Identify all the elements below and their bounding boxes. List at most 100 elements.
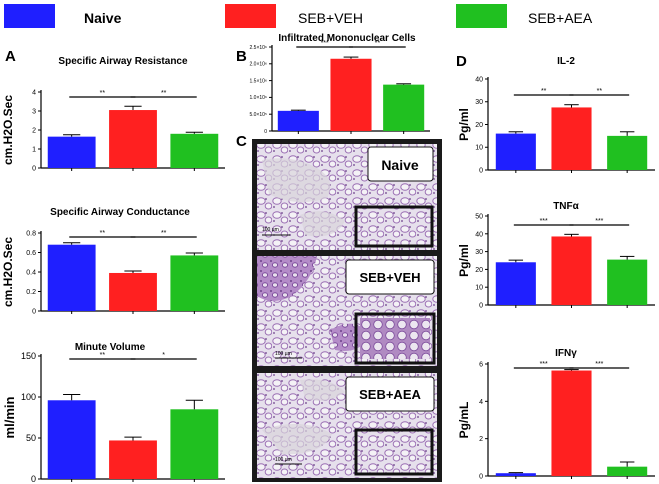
y-tick-label: 0 [479, 473, 483, 480]
significance-marker: *** [540, 361, 548, 368]
legend-label-seb-veh: SEB+VEH [298, 10, 363, 26]
legend: Naive SEB+VEH SEB+AEA [4, 4, 593, 28]
y-tick-label: 2.0×10⁶ [250, 62, 268, 68]
y-axis-label: Pg/ml [457, 108, 471, 141]
significance-marker: *** [595, 218, 603, 225]
y-tick-label: 0 [32, 308, 36, 315]
significance-marker: ** [161, 230, 167, 237]
significance-marker: ** [100, 90, 106, 97]
y-tick-label: 4 [479, 399, 483, 406]
significance-marker: ** [100, 352, 106, 359]
y-tick-label: 50 [475, 213, 483, 220]
bar-naive [495, 133, 536, 170]
y-tick-label: 3 [32, 108, 36, 115]
legend-swatch-naive [4, 4, 55, 28]
bar-seb-veh [551, 236, 592, 305]
chart-tnf-alpha: TNFα Pg/ml 0 10 20 30 40 50 *** *** [457, 201, 655, 309]
significance-marker: ** [541, 88, 547, 95]
bar-naive [47, 136, 96, 168]
scale-bar-seb-aea: 100 µm [275, 457, 292, 463]
inset-box [354, 428, 434, 476]
legend-swatch-seb-veh [225, 4, 276, 28]
bar-naive [277, 110, 319, 131]
bar-seb-veh [551, 107, 592, 170]
bar-seb-aea [170, 409, 219, 479]
y-tick-label: 0 [32, 165, 36, 172]
histology-image-seb-veh: SEB+VEH 100 µm [257, 256, 437, 366]
bar-seb-aea [383, 84, 425, 131]
inset-box [354, 205, 434, 248]
bar-seb-aea [607, 466, 648, 476]
chart-il-2: IL-2 Pg/ml 0 10 20 30 40 ** ** [457, 56, 655, 174]
significance-marker: *** [321, 40, 329, 47]
legend-swatch-seb-aea [456, 4, 507, 28]
bar-seb-veh [330, 58, 372, 132]
panel-label-c: C [236, 133, 247, 150]
panel-label-a: A [5, 48, 16, 65]
y-axis-label: cm.H2O.Sec [1, 237, 15, 307]
y-tick-label: 6 [479, 361, 483, 368]
chart-title: Specific Airway Resistance [58, 56, 188, 67]
bar-seb-aea [170, 133, 219, 168]
y-tick-label: 20 [475, 122, 483, 129]
chart-infiltrated-mononuclear-cells: Infiltrated Mononuclear Cells 0 5.0×10⁵ 1.0… [249, 33, 430, 135]
y-tick-label: 0.4 [26, 269, 36, 276]
scale-bar-naive: 100 µm [262, 227, 279, 233]
y-tick-label: 0 [31, 474, 36, 484]
y-tick-label: 30 [475, 249, 483, 256]
y-tick-label: 150 [21, 351, 36, 361]
chart-title: Infiltrated Mononuclear Cells [278, 33, 416, 44]
histology-label-seb-veh: SEB+VEH [359, 270, 420, 285]
bar-naive [47, 400, 96, 479]
significance-marker: *** [595, 361, 603, 368]
y-tick-label: 30 [475, 99, 483, 106]
chart-title: Specific Airway Conductance [50, 207, 190, 218]
y-tick-label: 50 [26, 433, 36, 443]
y-tick-label: 0.6 [26, 250, 36, 257]
legend-label-seb-aea: SEB+AEA [528, 10, 593, 26]
chart-title: IL-2 [557, 56, 575, 67]
histology-label-naive: Naive [381, 157, 419, 173]
histology-image-naive: Naive 100 µm [257, 144, 437, 250]
bar-naive [495, 262, 536, 305]
significance-marker: *** [540, 218, 548, 225]
histology-label-seb-aea: SEB+AEA [359, 387, 421, 402]
bar-seb-aea [170, 255, 219, 311]
panel-label-d: D [456, 53, 467, 70]
inset-box [354, 312, 436, 365]
y-tick-label: 4 [32, 89, 36, 96]
y-axis-label: cm.H2O.Sec [1, 95, 15, 165]
bar-seb-veh [109, 440, 157, 479]
legend-label-naive: Naive [84, 10, 122, 26]
y-axis-label: Pg/ml [457, 244, 471, 277]
chart-title: TNFα [553, 201, 579, 212]
bar-seb-aea [607, 135, 648, 170]
y-axis-label: ml/min [2, 396, 17, 438]
y-tick-label: 40 [475, 231, 483, 238]
y-tick-label: 0.8 [26, 230, 36, 237]
chart-title: IFNγ [555, 348, 577, 359]
histology-panel: Naive 100 µm SEB+VEH 100 µm SEB+AEA 100 … [252, 139, 442, 482]
y-tick-label: 2 [479, 436, 483, 443]
y-axis-label: Pg/mL [457, 402, 471, 439]
y-tick-label: 0 [479, 167, 483, 174]
histology-image-seb-aea: SEB+AEA 100 µm [257, 373, 437, 478]
significance-marker: ** [597, 88, 603, 95]
chart-specific-airway-conductance: Specific Airway Conductance cm.H2O.Sec 0 0.… [1, 207, 225, 315]
y-tick-label: 40 [475, 76, 483, 83]
chart-title: Minute Volume [75, 342, 146, 353]
panel-label-b: B [236, 48, 247, 65]
scale-bar-seb-veh: 100 µm [275, 351, 292, 357]
y-tick-label: 5.0×10⁵ [249, 112, 267, 118]
y-tick-label: 2 [32, 127, 36, 134]
bar-seb-veh [109, 110, 157, 168]
y-tick-label: 100 [21, 392, 36, 402]
y-tick-label: 1.0×10⁶ [250, 95, 268, 101]
chart-specific-airway-resistance: Specific Airway Resistance cm.H2O.Sec 0 1 2 3… [1, 56, 225, 172]
bar-naive [495, 473, 536, 476]
significance-marker: ** [100, 230, 106, 237]
y-tick-label: 1 [32, 146, 36, 153]
y-tick-label: 10 [475, 285, 483, 292]
significance-marker: * [162, 352, 165, 359]
